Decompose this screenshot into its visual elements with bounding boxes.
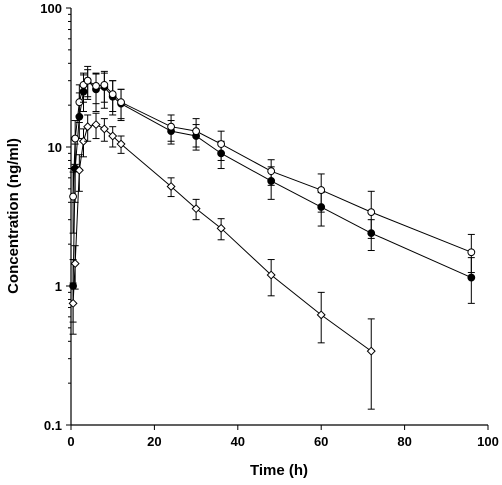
data-point [70,259,80,269]
data-point [192,127,201,136]
data-point [166,181,176,191]
data-point [167,122,175,131]
y-tick-label: 0.1 [44,418,62,433]
data-series [68,65,476,410]
data-point [191,204,201,214]
data-point [69,192,77,201]
data-point [108,131,118,141]
data-point [266,270,276,280]
data-point [317,186,326,194]
data-point [467,273,476,282]
data-point [367,208,376,217]
data-point [91,120,101,130]
x-tick-label: 0 [67,434,74,449]
y-tick-label: 100 [40,1,62,16]
x-tick-label: 40 [231,434,245,449]
data-point [108,90,117,99]
data-point [83,122,93,132]
data-point [217,140,226,148]
series-open-diamond [68,112,376,410]
data-point [79,136,89,146]
x-tick-label: 100 [477,434,499,449]
data-point [366,346,376,356]
axes [70,8,488,426]
data-point [267,167,276,176]
x-axis-title: Time (h) [250,462,308,479]
data-point [74,165,84,175]
y-axis-title: Concentration (ng/ml) [5,138,22,294]
data-point [68,298,78,308]
data-point [216,223,226,233]
data-point [83,76,92,85]
series-open-circle [69,69,476,274]
data-point [99,124,109,134]
data-point [316,310,326,320]
x-ticks: 0 20 40 60 80 100 [67,425,499,449]
data-point [116,139,126,149]
data-point [117,98,125,107]
x-tick-label: 20 [147,434,161,449]
data-point [92,82,100,90]
data-point [71,134,80,143]
data-point [100,80,109,89]
y-ticks: 0.1 1 10 100 [40,1,71,433]
x-tick-label: 60 [314,434,328,449]
y-tick-label: 10 [48,140,62,155]
series-line [72,80,472,253]
series-filled-circle [69,65,476,323]
y-tick-label: 1 [55,279,62,294]
x-tick-label: 80 [397,434,411,449]
data-point [467,248,476,257]
series-line [72,124,372,352]
